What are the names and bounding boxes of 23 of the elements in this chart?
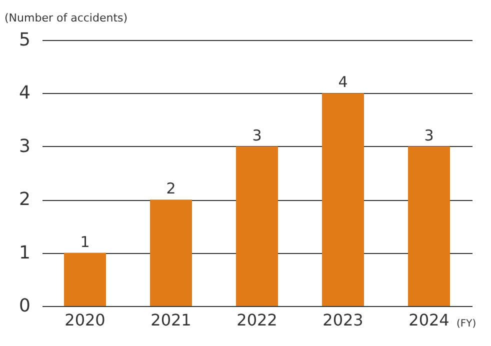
data-label: 2: [166, 180, 176, 198]
x-tick-label: 2022: [236, 310, 278, 330]
x-tick-label: 2023: [322, 310, 364, 330]
x-tick-label: 2021: [150, 310, 192, 330]
x-axis-title: (FY): [456, 318, 476, 330]
y-tick-label: 5: [19, 30, 30, 50]
bar: [236, 146, 278, 306]
bar: [322, 93, 364, 306]
y-tick-label: 2: [19, 189, 30, 210]
bar: [64, 252, 106, 306]
y-tick-label: 4: [19, 82, 30, 104]
y-axis-title: (Number of accidents): [4, 12, 128, 24]
y-tick-label: 1: [19, 242, 30, 264]
data-label: 3: [424, 126, 434, 144]
x-tick-label: 2024: [408, 310, 450, 330]
x-tick-label: 2020: [64, 310, 106, 330]
data-label: 3: [252, 126, 262, 144]
bar: [150, 200, 192, 306]
bar: [408, 146, 450, 306]
data-label: 1: [80, 232, 90, 251]
y-tick-label: 0: [19, 296, 30, 316]
y-tick-label: 3: [19, 136, 30, 157]
data-label: 4: [338, 73, 348, 92]
